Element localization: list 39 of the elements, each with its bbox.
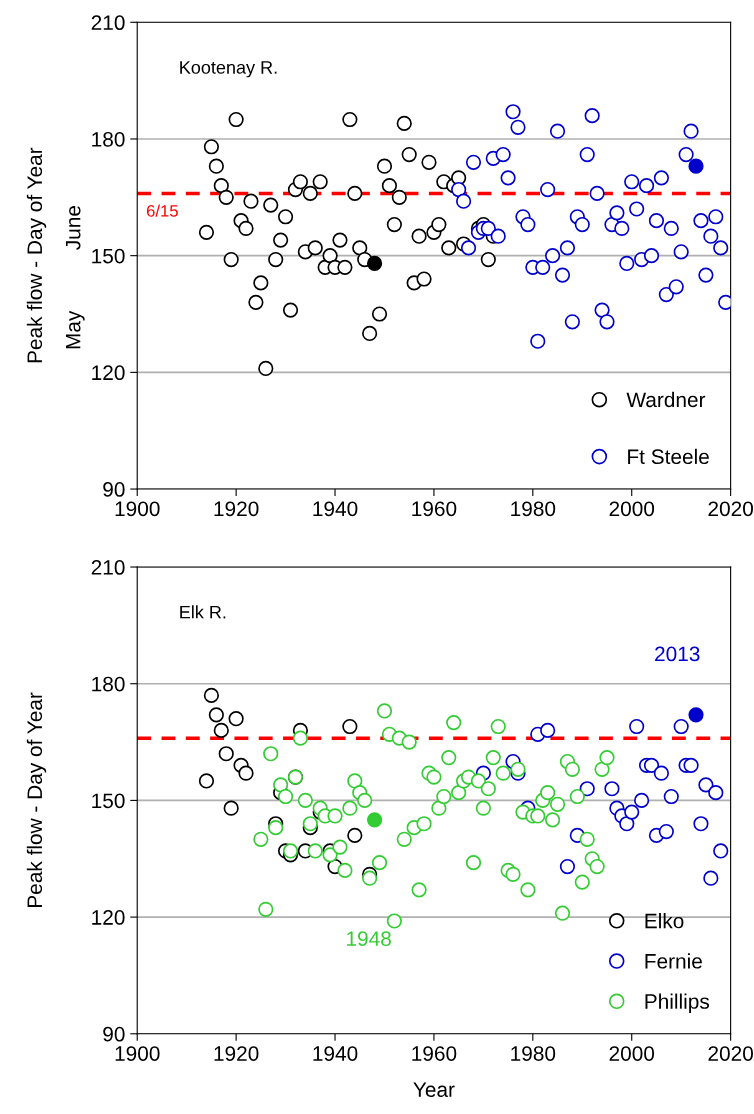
y-tick-label: 90 xyxy=(103,482,125,497)
x-axis-title: Year xyxy=(413,1082,455,1097)
x-tick-label: 1940 xyxy=(313,501,358,517)
annotation: 1948 xyxy=(347,931,391,947)
legend-label: Fernie xyxy=(645,953,702,969)
y-tick-label: 90 xyxy=(103,1026,125,1042)
y-tick-label: 120 xyxy=(92,910,125,925)
x-tick-label: 2020 xyxy=(708,1046,753,1061)
x-tick-label: 1960 xyxy=(412,501,457,517)
y-tick-label: 210 xyxy=(91,15,125,31)
y-tick-label: 210 xyxy=(91,560,125,575)
x-tick-label: 1900 xyxy=(115,501,160,517)
x-tick-label: 1980 xyxy=(511,501,556,517)
legend-label: Phillips xyxy=(645,993,710,1013)
x-tick-label: 1920 xyxy=(214,1046,259,1061)
x-tick-label: 1940 xyxy=(313,1046,358,1061)
x-tick-label: 1960 xyxy=(412,1046,457,1061)
x-tick-label: 2020 xyxy=(708,501,753,517)
y-tick-label: 150 xyxy=(92,248,125,264)
legend-label: Wardner xyxy=(626,391,706,408)
text: Kootenay R. xyxy=(180,61,277,78)
y-axis-title: Peak flow - Day of Year xyxy=(26,147,47,363)
y-tick-label: 150 xyxy=(92,793,125,809)
x-tick-label: 2000 xyxy=(609,1046,655,1061)
x-tick-label: 1920 xyxy=(214,501,259,517)
legend-label: Elko xyxy=(645,913,684,929)
text: June xyxy=(65,205,81,250)
annotation: 2013 xyxy=(655,646,700,662)
x-tick-label: 1900 xyxy=(115,1046,160,1061)
y-tick-label: 180 xyxy=(92,676,125,692)
text: Elk R. xyxy=(180,605,226,619)
annotation: 6/15 xyxy=(146,204,178,217)
y-axis-title: Peak flow - Day of Year xyxy=(26,692,47,907)
text: May xyxy=(65,310,85,349)
y-tick-label: 120 xyxy=(92,365,125,381)
x-tick-label: 1980 xyxy=(511,1046,556,1061)
x-tick-label: 2000 xyxy=(609,501,655,517)
legend-label: Ft Steele xyxy=(628,448,709,465)
y-tick-label: 180 xyxy=(92,131,125,147)
